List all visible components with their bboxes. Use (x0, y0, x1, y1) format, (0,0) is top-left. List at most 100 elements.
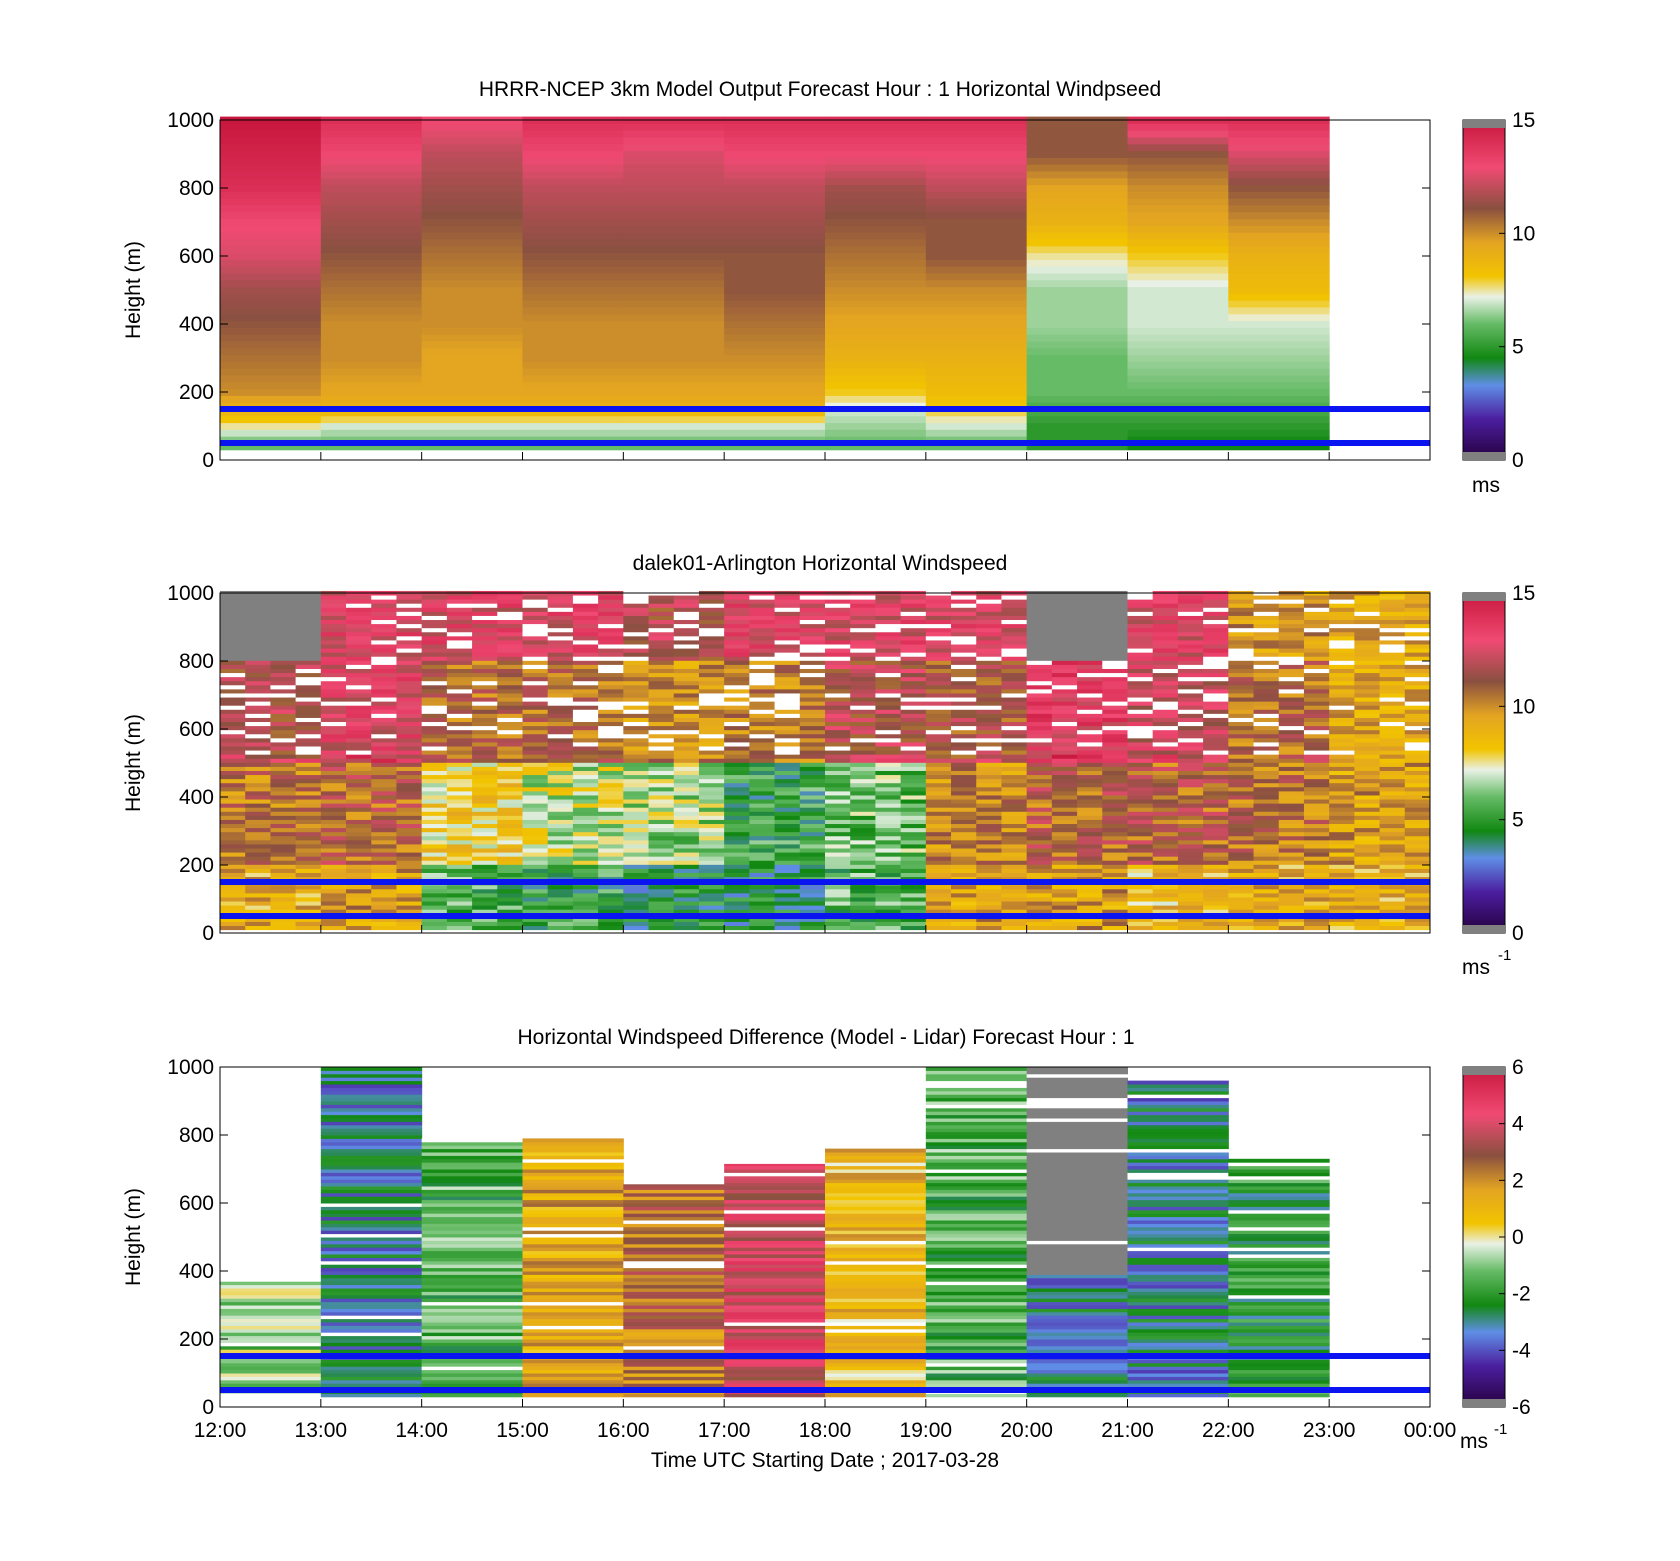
heatmap-cell (623, 1281, 725, 1286)
heatmap-cell (1026, 619, 1053, 625)
heatmap-cell (1026, 672, 1053, 678)
heatmap-cell (1404, 827, 1431, 833)
heatmap-cell (825, 819, 851, 825)
heatmap-cell (220, 395, 322, 403)
heatmap-cell (724, 827, 750, 833)
heatmap-cell (925, 799, 952, 804)
heatmap-cell (875, 721, 902, 727)
heatmap-cell (421, 835, 448, 841)
heatmap-cell (698, 656, 725, 661)
heatmap-cell (346, 872, 372, 878)
heatmap-cell (220, 1339, 322, 1343)
heatmap-cell (1278, 615, 1305, 621)
heatmap-cell (295, 864, 322, 869)
heatmap-cell (522, 1206, 624, 1211)
heatmap-cell (1228, 746, 1255, 751)
heatmap-cell (749, 758, 776, 763)
heatmap-cell (1077, 721, 1103, 727)
heatmap-cell (547, 905, 574, 910)
heatmap-cell (1203, 717, 1229, 723)
heatmap-cell (421, 684, 448, 690)
heatmap-cell (1127, 361, 1229, 369)
heatmap-cell (320, 1349, 423, 1354)
heatmap-cell (396, 705, 423, 710)
heatmap-cell (976, 917, 1002, 922)
heatmap-cell (1077, 627, 1103, 633)
heatmap-cell (396, 896, 423, 902)
heatmap-cell (825, 790, 851, 796)
heatmap-cell (900, 619, 927, 625)
heatmap-cell (673, 786, 700, 792)
heatmap-cell (320, 1250, 423, 1255)
heatmap-cell (976, 925, 1002, 931)
heatmap-cell (1026, 692, 1053, 698)
heatmap-cell (1001, 856, 1028, 861)
heatmap-cell (421, 921, 448, 927)
heatmap-cell (371, 713, 397, 718)
heatmap-cell (497, 713, 523, 718)
heatmap-cell (825, 921, 851, 927)
heatmap-cell (220, 839, 246, 845)
heatmap-cell (446, 794, 473, 800)
heatmap-cell (1379, 860, 1406, 865)
heatmap-cell (220, 1301, 322, 1306)
heatmap-cell (1152, 705, 1179, 710)
heatmap-cell (825, 644, 851, 649)
heatmap-cell (825, 774, 851, 780)
heatmap-cell (850, 672, 876, 678)
heatmap-cell (875, 864, 902, 869)
heatmap-cell (270, 660, 297, 665)
heatmap-cell (245, 778, 271, 784)
heatmap-cell (1127, 245, 1229, 254)
heatmap-cell (724, 611, 750, 616)
heatmap-cell (320, 1094, 423, 1099)
heatmap-cell (598, 639, 624, 645)
heatmap-cell (421, 198, 523, 206)
heatmap-cell (648, 856, 675, 861)
heatmap-cell (472, 896, 498, 902)
heatmap-cell (320, 692, 347, 698)
heatmap-cell (875, 639, 902, 645)
heatmap-cell (850, 705, 876, 710)
heatmap-cell (220, 259, 322, 267)
heatmap-cell (673, 782, 700, 788)
heatmap-cell (724, 811, 750, 816)
heatmap-cell (1077, 921, 1103, 927)
heatmap-cell (1026, 130, 1128, 138)
heatmap-cell (320, 1274, 423, 1279)
heatmap-cell (572, 786, 599, 792)
heatmap-cell (825, 205, 927, 213)
heatmap-cell (547, 864, 574, 869)
heatmap-cell (623, 1349, 725, 1354)
heatmap-cell (1404, 888, 1431, 894)
heatmap-cell (220, 750, 246, 755)
heatmap-cell (320, 782, 347, 788)
heatmap-cell (673, 619, 700, 625)
heatmap-cell (522, 1196, 624, 1201)
heatmap-cell (421, 1223, 523, 1228)
heatmap-cell (1278, 705, 1305, 710)
heatmap-cell (220, 615, 246, 621)
heatmap-cell (346, 823, 372, 829)
heatmap-cell (572, 909, 599, 914)
heatmap-cell (1203, 619, 1229, 625)
heatmap-cell (1253, 595, 1280, 600)
heatmap-cell (1001, 729, 1028, 735)
heatmap-cell (925, 615, 952, 621)
heatmap-cell (270, 770, 297, 776)
heatmap-cell (1177, 684, 1204, 690)
heatmap-cell (698, 925, 725, 931)
heatmap-cell (1001, 717, 1028, 723)
heatmap-cell (245, 835, 271, 841)
heatmap-cell (295, 741, 322, 747)
heatmap-cell (472, 856, 498, 861)
heatmap-cell (900, 615, 927, 621)
heatmap-cell (673, 799, 700, 804)
heatmap-cell (446, 611, 473, 616)
heatmap-cell (1026, 171, 1128, 179)
heatmap-cell (396, 652, 423, 657)
heatmap-cell (522, 341, 624, 349)
heatmap-cell (1329, 909, 1355, 914)
heatmap-cell (1177, 872, 1204, 878)
heatmap-cell (547, 758, 574, 763)
